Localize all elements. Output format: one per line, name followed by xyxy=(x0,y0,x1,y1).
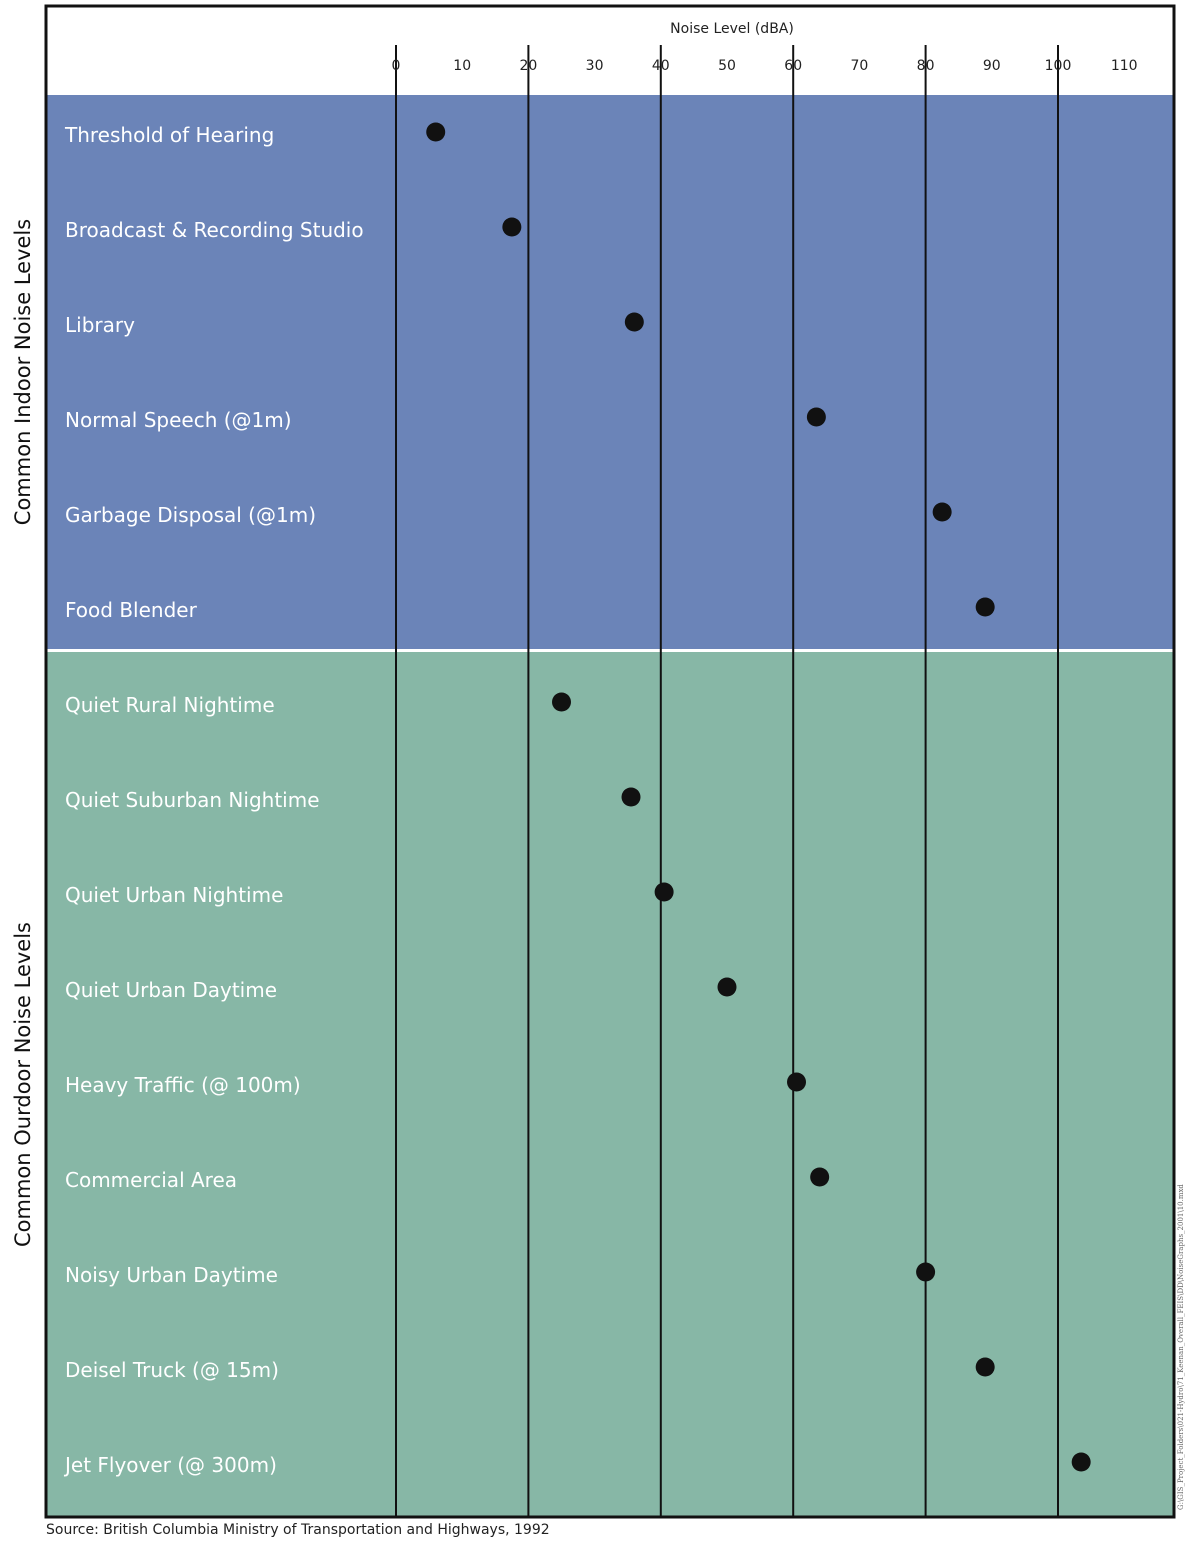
x-tick-label-20: 20 xyxy=(519,58,537,74)
data-point xyxy=(932,502,952,522)
category-label: Deisel Truck (@ 15m) xyxy=(65,1358,279,1382)
x-tick-label-40: 40 xyxy=(652,58,670,74)
x-axis-title: Noise Level (dBA) xyxy=(670,21,794,37)
data-point xyxy=(502,217,522,237)
category-label: Noisy Urban Daytime xyxy=(65,1263,278,1287)
category-label: Quiet Urban Daytime xyxy=(65,978,277,1002)
category-label: Threshold of Hearing xyxy=(64,123,274,147)
category-label: Quiet Suburban Nightime xyxy=(65,788,320,812)
x-tick-label-30: 30 xyxy=(586,58,604,74)
source-note: Source: British Columbia Ministry of Tra… xyxy=(46,1522,550,1538)
category-label: Jet Flyover (@ 300m) xyxy=(63,1453,277,1477)
category-label: Food Blender xyxy=(65,598,198,622)
x-tick-label-110: 110 xyxy=(1111,58,1138,74)
x-tick-label-0: 0 xyxy=(392,58,401,74)
data-point xyxy=(787,1072,807,1092)
x-tick-label-70: 70 xyxy=(850,58,868,74)
category-label: Quiet Rural Nightime xyxy=(65,693,275,717)
data-point xyxy=(624,312,644,332)
x-tick-label-80: 80 xyxy=(917,58,935,74)
category-label: Garbage Disposal (@1m) xyxy=(65,503,316,527)
category-label: Broadcast & Recording Studio xyxy=(65,218,364,242)
x-tick-label-90: 90 xyxy=(983,58,1001,74)
data-point xyxy=(975,1357,995,1377)
category-label: Heavy Traffic (@ 100m) xyxy=(65,1073,301,1097)
category-label: Quiet Urban Nightime xyxy=(65,883,283,907)
data-point xyxy=(717,977,737,997)
category-label: Commercial Area xyxy=(65,1168,237,1192)
category-label: Normal Speech (@1m) xyxy=(65,408,292,432)
x-tick-label-60: 60 xyxy=(784,58,802,74)
file-path-note: G:\GIS_Project_Folders\021-Hydro\71_Keen… xyxy=(1177,1184,1185,1510)
chart-frame-border xyxy=(44,4,1176,1519)
group-title-1: Common Ourdoor Noise Levels xyxy=(11,922,35,1247)
group-divider xyxy=(46,649,1174,652)
x-tick-label-50: 50 xyxy=(718,58,736,74)
data-point xyxy=(975,597,995,617)
data-point xyxy=(1071,1452,1091,1472)
data-point xyxy=(806,407,826,427)
x-tick-label-10: 10 xyxy=(453,58,471,74)
x-tick-label-100: 100 xyxy=(1045,58,1072,74)
category-label: Library xyxy=(65,313,135,337)
group-title-0: Common Indoor Noise Levels xyxy=(11,219,35,525)
data-point xyxy=(810,1167,830,1187)
data-point xyxy=(552,692,571,712)
data-point xyxy=(916,1262,936,1282)
data-point xyxy=(426,122,446,142)
data-point xyxy=(654,882,674,902)
data-point xyxy=(621,787,641,807)
group-band-0 xyxy=(46,95,1174,649)
